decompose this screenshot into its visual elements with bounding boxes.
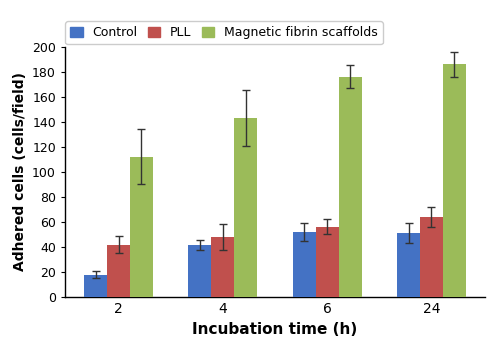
Bar	[84, 275, 107, 297]
Bar	[338, 77, 361, 297]
Bar	[212, 237, 234, 297]
Bar	[316, 227, 338, 297]
Bar	[188, 245, 212, 297]
Legend: Control, PLL, Magnetic fibrin scaffolds: Control, PLL, Magnetic fibrin scaffolds	[65, 21, 383, 44]
X-axis label: Incubation time (h): Incubation time (h)	[192, 321, 358, 337]
Bar	[130, 157, 153, 297]
Bar	[420, 217, 443, 297]
Bar	[443, 64, 466, 297]
Bar	[292, 232, 316, 297]
Bar	[397, 233, 420, 297]
Y-axis label: Adhered cells (cells/field): Adhered cells (cells/field)	[12, 72, 26, 271]
Bar	[234, 118, 258, 297]
Bar	[107, 245, 130, 297]
